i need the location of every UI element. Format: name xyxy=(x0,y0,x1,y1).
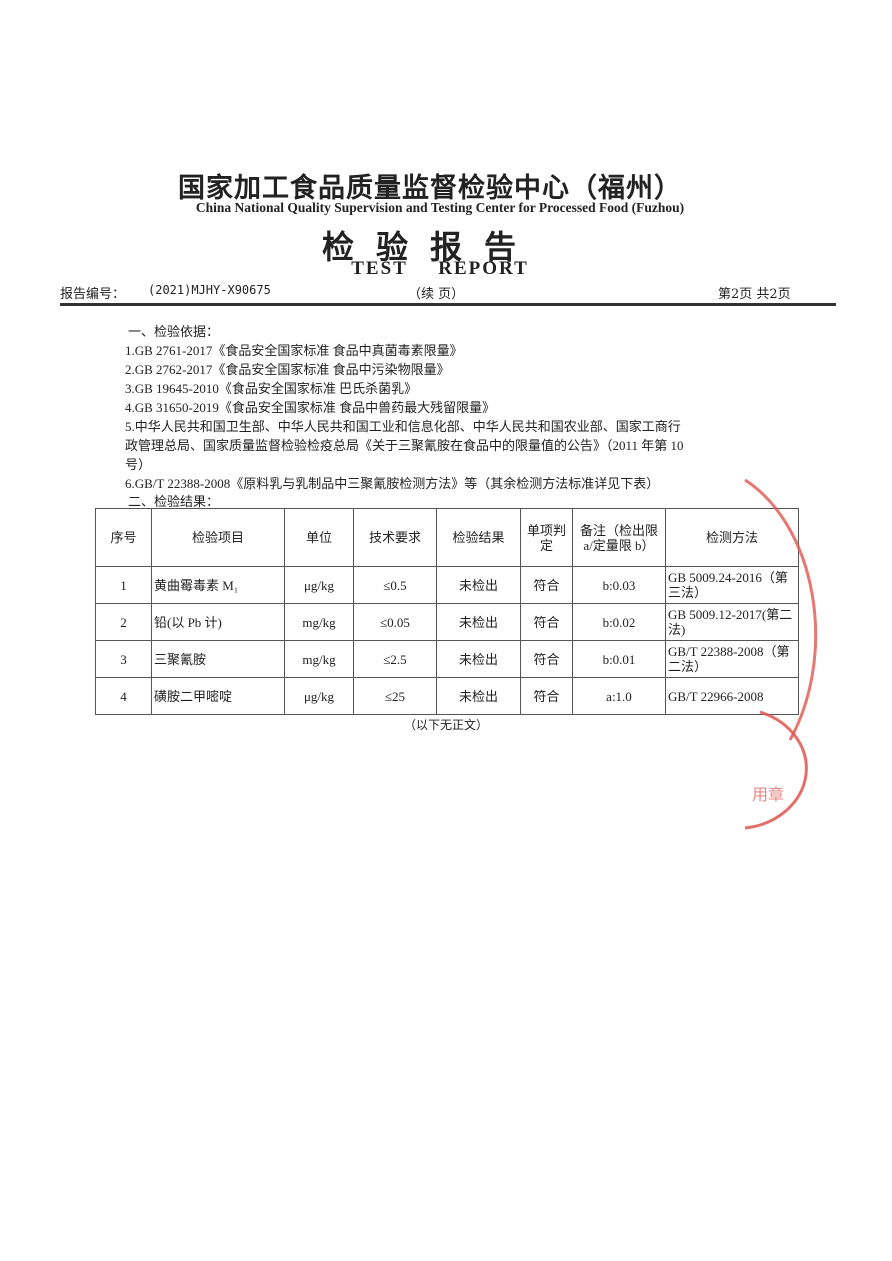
basis-item: 4.GB 31650-2019《食品安全国家标准 食品中兽药最大残留限量》 xyxy=(125,400,496,415)
cell: μg/kg xyxy=(284,677,354,715)
basis-item: 政管理总局、国家质量监督检验检疫总局《关于三聚氰胺在食品中的限量值的公告》（20… xyxy=(125,438,684,453)
report-title-en: TEST REPORT xyxy=(351,258,529,279)
cell: 符合 xyxy=(520,566,573,604)
cell: 符合 xyxy=(520,640,573,678)
col-header: 检验项目 xyxy=(151,508,285,567)
cell: 3 xyxy=(95,640,152,678)
results-table: 序号 检验项目 单位 技术要求 检验结果 单项判定 备注（检出限 a/定量限 b… xyxy=(95,508,799,715)
cell: μg/kg xyxy=(284,566,354,604)
header-rule xyxy=(60,303,836,306)
table-row: 4 磺胺二甲嘧啶 μg/kg ≤25 未检出 符合 a:1.0 GB/T 229… xyxy=(95,677,799,715)
basis-item: 3.GB 19645-2010《食品安全国家标准 巴氏杀菌乳》 xyxy=(125,381,418,396)
cell: GB 5009.24-2016（第三法） xyxy=(665,566,799,604)
cell: 未检出 xyxy=(436,677,521,715)
cell: ≤0.05 xyxy=(353,603,437,641)
col-header: 备注（检出限 a/定量限 b） xyxy=(572,508,666,567)
cell: 1 xyxy=(95,566,152,604)
cell: a:1.0 xyxy=(572,677,666,715)
org-name-en: China National Quality Supervision and T… xyxy=(195,200,685,215)
col-header: 单位 xyxy=(284,508,354,567)
table-row: 2 铅(以 Pb 计) mg/kg ≤0.05 未检出 符合 b:0.02 GB… xyxy=(95,603,799,641)
page-info: 第2页 共2页 xyxy=(718,287,791,302)
org-name-cn: 国家加工食品质量监督检验中心（福州） xyxy=(178,173,682,204)
col-header: 单项判定 xyxy=(520,508,573,567)
end-note: （以下无正文） xyxy=(403,718,488,732)
col-header: 技术要求 xyxy=(353,508,437,567)
cell: 2 xyxy=(95,603,152,641)
report-title-cn: 检验报告 xyxy=(321,228,538,266)
basis-item: 6.GB/T 22388-2008《原料乳与乳制品中三聚氰胺检测方法》等（其余检… xyxy=(125,476,660,491)
cell: 未检出 xyxy=(436,603,521,641)
continued-label: （续 页） xyxy=(408,287,465,302)
basis-item: 2.GB 2762-2017《食品安全国家标准 食品中污染物限量》 xyxy=(125,362,450,377)
cell: GB/T 22966-2008 xyxy=(665,677,799,715)
table-header-row: 序号 检验项目 单位 技术要求 检验结果 单项判定 备注（检出限 a/定量限 b… xyxy=(95,508,799,567)
table-row: 3 三聚氰胺 mg/kg ≤2.5 未检出 符合 b:0.01 GB/T 223… xyxy=(95,640,799,678)
seal-arc-lower xyxy=(744,710,808,830)
col-header: 检验结果 xyxy=(436,508,521,567)
cell: ≤25 xyxy=(353,677,437,715)
basis-item: 5.中华人民共和国卫生部、中华人民共和国工业和信息化部、中华人民共和国农业部、国… xyxy=(125,419,681,434)
basis-item: 1.GB 2761-2017《食品安全国家标准 食品中真菌毒素限量》 xyxy=(125,343,463,358)
cell: 符合 xyxy=(520,677,573,715)
cell: mg/kg xyxy=(284,603,354,641)
basis-heading: 一、检验依据： xyxy=(128,324,220,339)
cell: ≤2.5 xyxy=(353,640,437,678)
col-header: 检测方法 xyxy=(665,508,799,567)
cell: 磺胺二甲嘧啶 xyxy=(151,677,285,715)
report-number-label: 报告编号： xyxy=(60,287,126,302)
cell: 4 xyxy=(95,677,152,715)
cell: 未检出 xyxy=(436,566,521,604)
table-row: 1 黄曲霉毒素 M₁ μg/kg ≤0.5 未检出 符合 b:0.03 GB 5… xyxy=(95,566,799,604)
report-number: (2021)MJHY-X90675 xyxy=(148,283,271,297)
seal-arc-upper xyxy=(744,478,818,741)
basis-item: 号） xyxy=(125,457,152,472)
seal-text: 用章 xyxy=(752,785,784,804)
cell: 黄曲霉毒素 M₁ xyxy=(151,566,285,604)
cell: ≤0.5 xyxy=(353,566,437,604)
cell: b:0.01 xyxy=(572,640,666,678)
cell: GB/T 22388-2008（第二法） xyxy=(665,640,799,678)
results-heading: 二、检验结果： xyxy=(128,494,220,509)
